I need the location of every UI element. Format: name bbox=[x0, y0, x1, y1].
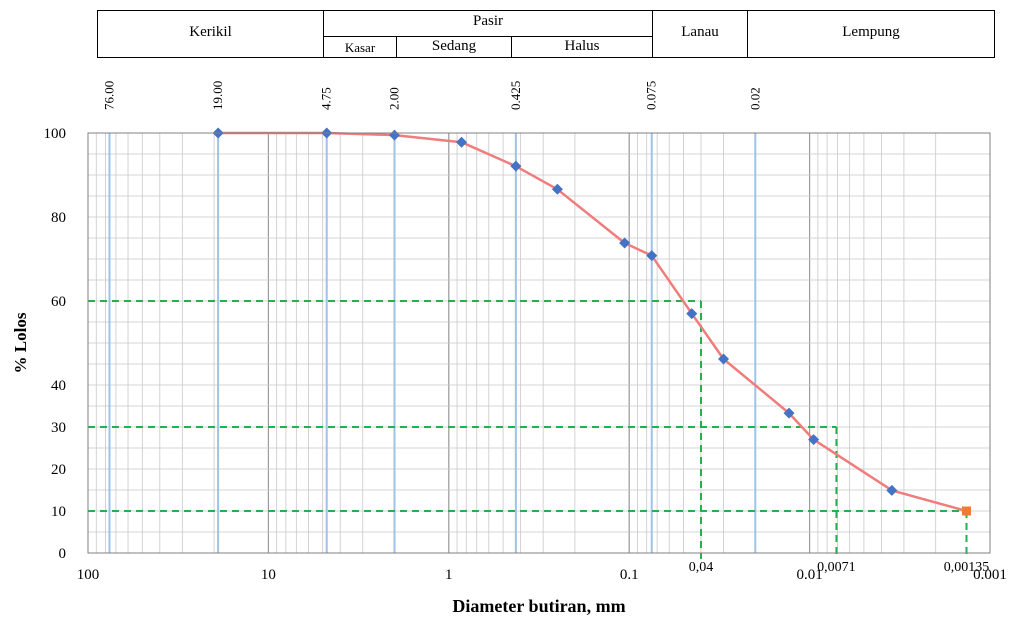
axes: 100 10 1 0.1 0.01 0.001 0 10 20 30 40 60 80 100 Diamet… bbox=[11, 126, 1007, 616]
sieve-label: 76.00 bbox=[102, 81, 117, 110]
data-point-marker bbox=[808, 434, 820, 446]
x-axis-title: Diameter butiran, mm bbox=[452, 596, 625, 616]
data-point-marker bbox=[646, 250, 658, 262]
y-tick-label: 10 bbox=[51, 504, 66, 520]
sand-fine-label: Halus bbox=[564, 38, 600, 54]
sieve-label: 2.00 bbox=[386, 87, 401, 110]
data-point-marker bbox=[456, 136, 468, 148]
gradation-curve bbox=[218, 131, 967, 513]
guide-label: 0,0071 bbox=[817, 560, 856, 575]
guide-lines: 0,04 0,0071 0,00135 bbox=[88, 300, 990, 575]
data-point-marker bbox=[961, 506, 971, 516]
data-point-marker bbox=[619, 237, 631, 249]
sieve-label: 19.00 bbox=[210, 81, 225, 110]
silt-label: Lanau bbox=[681, 24, 719, 40]
y-tick-label: 40 bbox=[51, 378, 66, 394]
y-axis-title: % Lolos bbox=[11, 312, 30, 373]
x-tick-label: 10 bbox=[261, 567, 276, 583]
y-tick-label: 30 bbox=[51, 420, 66, 436]
y-tick-label: 20 bbox=[51, 462, 66, 478]
sand-coarse-label: Kasar bbox=[344, 40, 376, 55]
data-point-marker bbox=[388, 129, 400, 141]
data-point-marker bbox=[551, 183, 563, 195]
y-tick-label: 80 bbox=[51, 210, 66, 226]
clay-cell bbox=[747, 10, 995, 58]
data-point-marker bbox=[886, 484, 898, 496]
clay-label: Lempung bbox=[842, 24, 900, 40]
y-tick-label: 100 bbox=[44, 126, 67, 142]
data-point-marker bbox=[783, 407, 795, 419]
guide-label: 0,00135 bbox=[944, 560, 990, 575]
sieve-label: 0.02 bbox=[747, 87, 762, 110]
sieve-label: 0.075 bbox=[644, 81, 659, 110]
sieve-label: 4.75 bbox=[319, 87, 334, 110]
sieve-label: 0.425 bbox=[508, 81, 523, 110]
sand-label: Pasir bbox=[473, 13, 503, 29]
gravel-label: Kerikil bbox=[189, 24, 232, 40]
grid bbox=[87, 132, 991, 554]
data-point-marker bbox=[718, 353, 730, 365]
sand-medium-label: Sedang bbox=[431, 38, 477, 54]
soil-classification-table: Kerikil Pasir Kasar Sedang Halus Lanau L… bbox=[0, 0, 1016, 62]
y-tick-label: 0 bbox=[59, 546, 67, 562]
sieve-lines: 76.00 19.00 4.75 2.00 0.425 0.075 0.02 bbox=[102, 81, 762, 553]
data-point-marker bbox=[510, 160, 522, 172]
guide-label: 0,04 bbox=[689, 560, 714, 575]
x-tick-label: 0.001 bbox=[973, 567, 1007, 583]
data-point-marker bbox=[686, 308, 698, 320]
plot-frame bbox=[87, 132, 991, 554]
gradation-series bbox=[212, 127, 971, 516]
y-tick-label: 60 bbox=[51, 294, 66, 310]
x-tick-label: 0.01 bbox=[796, 567, 822, 583]
x-tick-label: 1 bbox=[445, 567, 453, 583]
x-tick-label: 100 bbox=[77, 567, 100, 583]
x-tick-label: 0.1 bbox=[620, 567, 639, 583]
